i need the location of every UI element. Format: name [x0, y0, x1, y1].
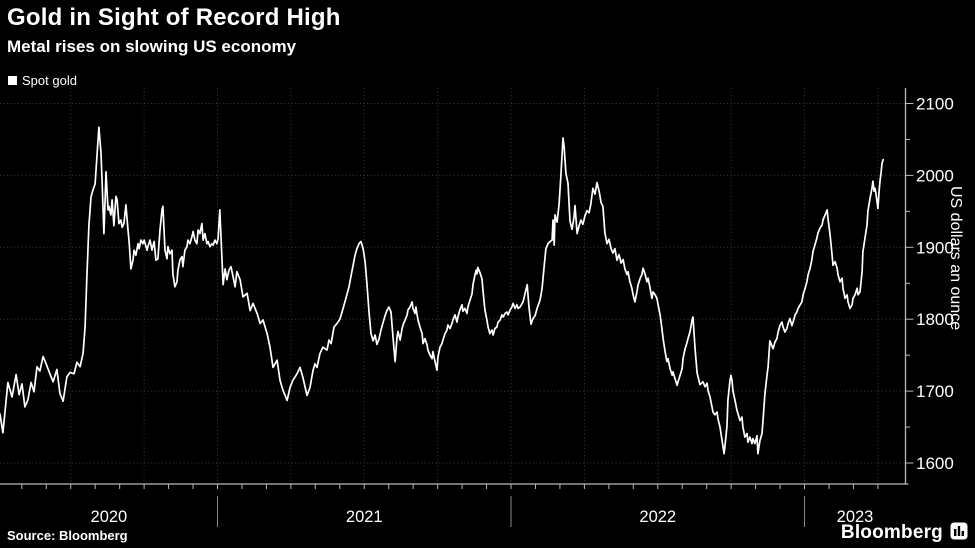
bloomberg-terminal-icon	[950, 522, 968, 545]
axis-labels: 1600 1700 1800 1900 2000 2100 2020 2021 2022 2023	[91, 95, 954, 527]
y-tick-label: 1800	[916, 310, 954, 329]
x-year-label: 2022	[639, 508, 676, 526]
legend-label: Spot gold	[22, 73, 77, 88]
chart-title: Gold in Sight of Record High	[7, 4, 341, 31]
x-year-label: 2020	[91, 508, 128, 526]
year-dividers	[216, 496, 806, 527]
y-tick-label: 1700	[916, 382, 954, 401]
legend: Spot gold	[8, 73, 77, 88]
y-tick-label: 1900	[916, 238, 954, 257]
x-year-label: 2021	[346, 508, 383, 526]
source-note: Source: Bloomberg	[7, 528, 128, 543]
chart-subtitle: Metal rises on slowing US economy	[7, 37, 297, 56]
y-tick-label: 1600	[916, 454, 954, 473]
axes	[0, 88, 909, 485]
legend-swatch-icon	[8, 76, 17, 85]
price-line	[0, 126, 885, 455]
bloomberg-logo: Bloomberg	[841, 521, 968, 544]
ticks	[21, 103, 914, 489]
x-year-label: 2023	[837, 508, 874, 526]
y-axis-title: US dollars an ounce	[947, 186, 964, 331]
bloomberg-wordmark: Bloomberg	[840, 521, 943, 543]
y-tick-label: 2100	[916, 95, 954, 114]
y-tick-label: 2000	[916, 166, 954, 185]
gridlines	[0, 88, 906, 484]
